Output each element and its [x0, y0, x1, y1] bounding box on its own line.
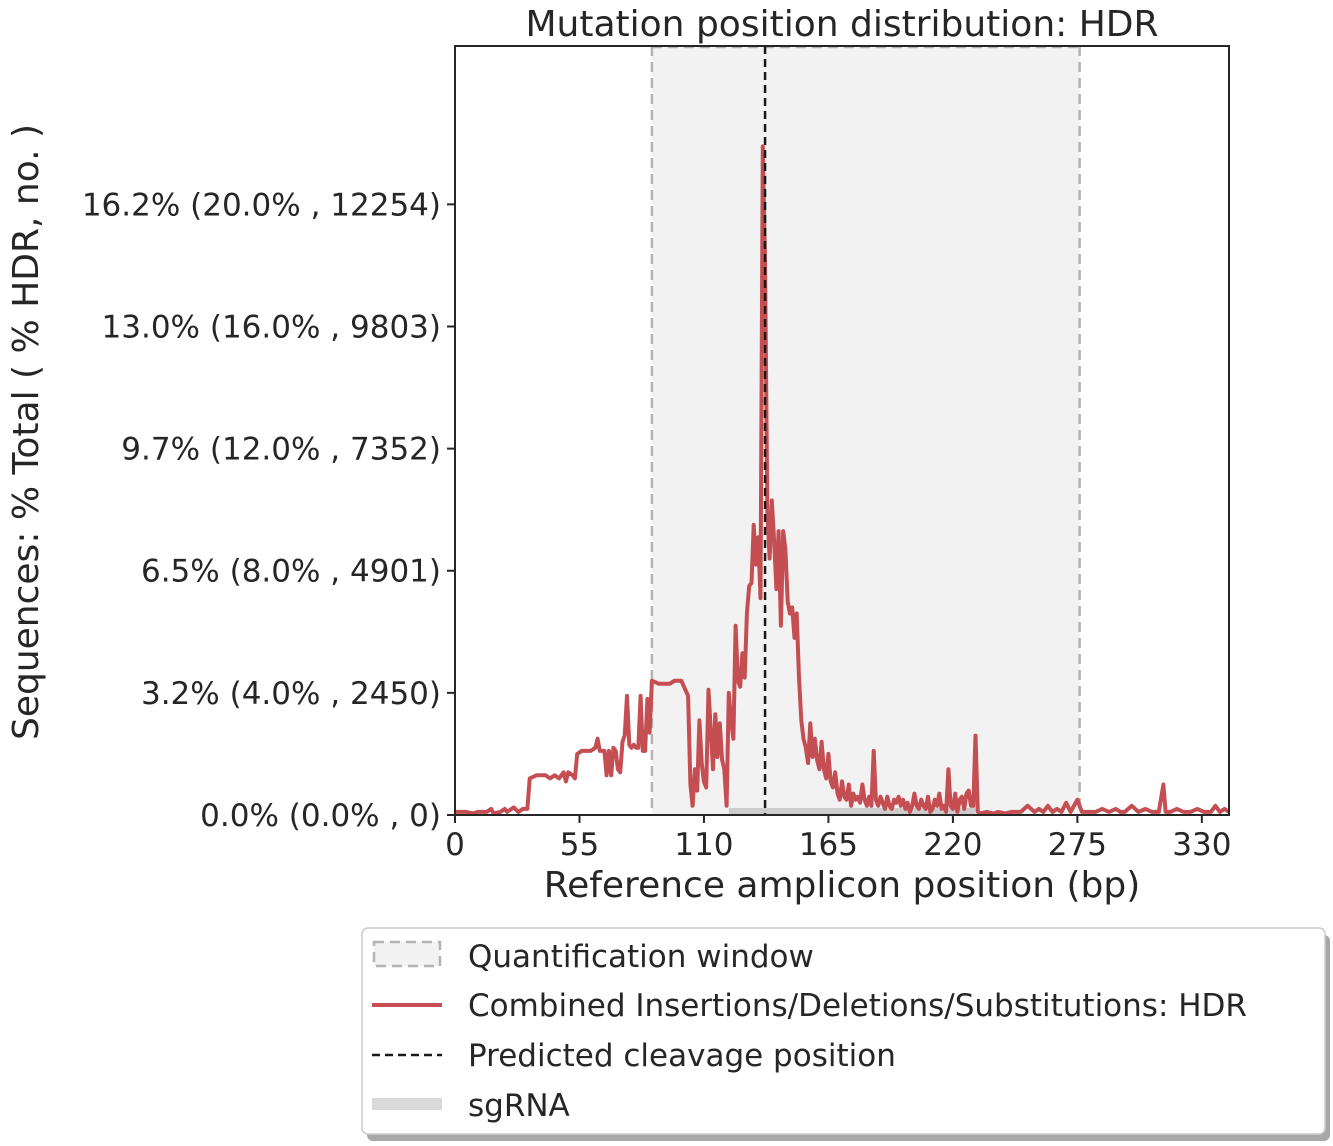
- x-tick-label: 165: [799, 827, 858, 863]
- plot-frame: [454, 45, 1230, 816]
- x-axis-label: Reference amplicon position (bp): [544, 865, 1141, 906]
- chart-title: Mutation position distribution: HDR: [525, 4, 1158, 45]
- y-tick-label: 9.7% (12.0% , 7352): [121, 432, 441, 468]
- x-tick-label: 275: [1048, 827, 1107, 863]
- legend-label-quantification-window: Quantification window: [468, 939, 814, 975]
- y-tick-label: 3.2% (4.0% , 2450): [141, 676, 441, 712]
- x-tick-label: 55: [560, 827, 599, 863]
- y-tick-label: 0.0% (0.0% , 0): [200, 798, 441, 834]
- x-tick-label: 0: [445, 827, 465, 863]
- series-line-hdr: [455, 144, 1231, 816]
- legend-label-series: Combined Insertions/Deletions/Substituti…: [468, 988, 1247, 1024]
- legend-label-cleavage: Predicted cleavage position: [468, 1038, 896, 1074]
- legend-label-sgrna: sgRNA: [468, 1088, 570, 1124]
- sgrna-band: [728, 808, 976, 815]
- legend-quantification-window-swatch: [372, 940, 442, 968]
- x-tick-label: 110: [674, 827, 733, 863]
- y-tick-label: 16.2% (20.0% , 12254): [82, 187, 441, 223]
- legend-box: [361, 927, 1326, 1135]
- y-tick-label: 6.5% (8.0% , 4901): [141, 554, 441, 590]
- x-tick-label: 220: [923, 827, 982, 863]
- x-tick-label: 330: [1172, 827, 1231, 863]
- y-tick-label: 13.0% (16.0% , 9803): [102, 309, 441, 345]
- quantification-window: [651, 46, 1080, 815]
- legend: Quantification window Combined Insertion…: [361, 927, 1330, 1141]
- y-axis-label: Sequences: % Total ( % HDR, no. ): [6, 124, 47, 740]
- x-axis-ticks: 0 55 110 165 220 275 330: [445, 815, 1231, 863]
- plot-area: [454, 45, 1231, 816]
- y-axis-ticks: 0.0% (0.0% , 0) 3.2% (4.0% , 2450) 6.5% (8…: [82, 187, 455, 834]
